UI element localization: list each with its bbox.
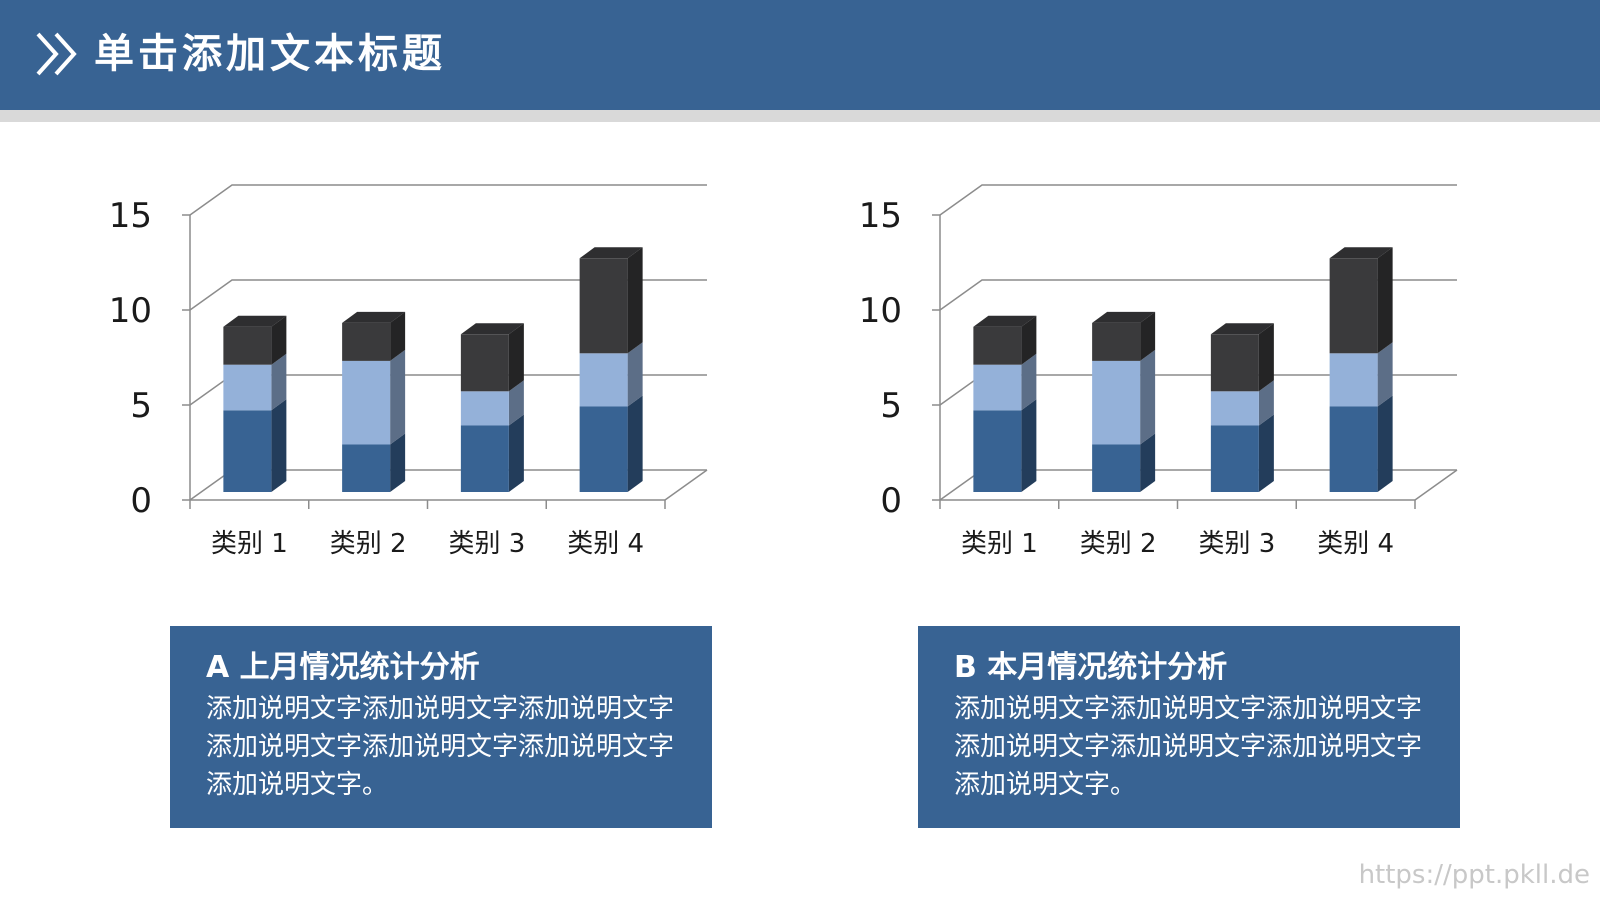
gridline bbox=[189, 184, 707, 216]
gridline bbox=[939, 279, 1457, 311]
bar-segment-4-1 bbox=[579, 406, 628, 492]
bar-side-3-3 bbox=[508, 323, 524, 392]
bar-segment-3-3 bbox=[460, 334, 509, 392]
bar-segment-4-2 bbox=[579, 353, 628, 407]
bar-top-2 bbox=[342, 311, 406, 323]
gridline bbox=[189, 279, 707, 311]
floor-edge bbox=[1414, 469, 1458, 501]
bar-top-4 bbox=[579, 247, 643, 259]
analysis-box-a-title: A 上月情况统计分析 bbox=[206, 650, 480, 685]
bar-side-2-3 bbox=[1140, 311, 1156, 361]
bar-segment-1-1 bbox=[973, 410, 1022, 492]
bar-top-3 bbox=[460, 323, 524, 335]
bar-segment-2-3 bbox=[1092, 322, 1141, 361]
y-tick-label: 15 bbox=[859, 196, 902, 236]
bar-segment-2-3 bbox=[342, 322, 391, 361]
y-tick-label: 5 bbox=[130, 386, 152, 426]
bar-side-4-3 bbox=[627, 247, 643, 354]
floor-edge bbox=[664, 469, 708, 501]
analysis-box-b: B 本月情况统计分析 添加说明文字添加说明文字添加说明文字添加说明文字添加说明文… bbox=[918, 626, 1460, 828]
bar-side-1-3 bbox=[1021, 315, 1037, 365]
bar-side-3-2 bbox=[508, 380, 524, 426]
y-tick-label: 10 bbox=[859, 291, 902, 331]
bar-segment-3-1 bbox=[460, 425, 509, 492]
bar-side-2-1 bbox=[390, 433, 406, 492]
bar-side-4-1 bbox=[1377, 395, 1393, 492]
bar-segment-3-2 bbox=[460, 391, 509, 426]
bar-top-2 bbox=[1092, 311, 1156, 323]
bar-segment-4-2 bbox=[1329, 353, 1378, 407]
x-tick-label: 类别 2 bbox=[330, 529, 407, 559]
chart-a: 0 5 10 15 类别 1 类别 2 类别 3 类别 4 bbox=[109, 184, 708, 559]
bar-segment-2-1 bbox=[1092, 444, 1141, 492]
bar-side-3-1 bbox=[1258, 414, 1274, 492]
bar-top-4 bbox=[1329, 247, 1393, 259]
analysis-box-a: A 上月情况统计分析 添加说明文字添加说明文字添加说明文字添加说明文字添加说明文… bbox=[170, 626, 712, 828]
bar-segment-3-2 bbox=[1210, 391, 1259, 426]
y-tick-label: 10 bbox=[109, 291, 152, 331]
bar-top-1 bbox=[973, 315, 1037, 327]
watermark: https://ppt.pkll.de bbox=[1358, 860, 1590, 890]
header-bar bbox=[0, 0, 1600, 110]
bar-segment-4-3 bbox=[1329, 258, 1378, 354]
bar-segment-1-1 bbox=[223, 410, 272, 492]
bar-segment-4-3 bbox=[579, 258, 628, 354]
x-tick-label: 类别 1 bbox=[211, 529, 288, 559]
chart-b: 0 5 10 15 类别 1 类别 2 类别 3 类别 4 bbox=[859, 184, 1458, 559]
bar-side-3-2 bbox=[1258, 380, 1274, 426]
bar-side-2-2 bbox=[1140, 349, 1156, 445]
bar-side-2-3 bbox=[390, 311, 406, 361]
analysis-box-b-text: 添加说明文字添加说明文字添加说明文字添加说明文字添加说明文字添加说明文字添加说明… bbox=[954, 694, 1423, 800]
bar-side-4-2 bbox=[627, 342, 643, 407]
gridline bbox=[939, 184, 1457, 216]
bar-side-3-1 bbox=[508, 414, 524, 492]
bar-top-3 bbox=[1210, 323, 1274, 335]
bar-segment-2-1 bbox=[342, 444, 391, 492]
y-tick-label: 0 bbox=[880, 481, 902, 521]
x-tick-label: 类别 4 bbox=[1317, 529, 1394, 559]
y-tick-label: 15 bbox=[109, 196, 152, 236]
y-tick-label: 0 bbox=[130, 481, 152, 521]
analysis-box-a-text: 添加说明文字添加说明文字添加说明文字添加说明文字添加说明文字添加说明文字添加说明… bbox=[206, 694, 675, 800]
bar-side-4-1 bbox=[627, 395, 643, 492]
bar-segment-4-1 bbox=[1329, 406, 1378, 492]
bar-segment-1-3 bbox=[223, 326, 272, 365]
analysis-box-b-title: B 本月情况统计分析 bbox=[954, 650, 1228, 685]
bar-side-1-1 bbox=[271, 399, 287, 492]
bar-side-4-3 bbox=[1377, 247, 1393, 354]
bar-side-2-2 bbox=[390, 349, 406, 445]
bar-segment-3-3 bbox=[1210, 334, 1259, 392]
bar-side-1-2 bbox=[271, 353, 287, 411]
bar-side-3-3 bbox=[1258, 323, 1274, 392]
bar-segment-2-2 bbox=[342, 360, 391, 445]
x-tick-label: 类别 1 bbox=[961, 529, 1038, 559]
bar-top-1 bbox=[223, 315, 287, 327]
x-tick-label: 类别 3 bbox=[448, 529, 525, 559]
bar-segment-1-2 bbox=[223, 364, 272, 411]
bar-side-4-2 bbox=[1377, 342, 1393, 407]
bar-side-1-3 bbox=[271, 315, 287, 365]
y-tick-label: 5 bbox=[880, 386, 902, 426]
bar-segment-3-1 bbox=[1210, 425, 1259, 492]
bar-segment-1-2 bbox=[973, 364, 1022, 411]
x-tick-label: 类别 3 bbox=[1198, 529, 1275, 559]
x-tick-label: 类别 4 bbox=[567, 529, 644, 559]
bar-side-1-1 bbox=[1021, 399, 1037, 492]
double-chevron-right-icon bbox=[36, 32, 77, 76]
bar-segment-1-3 bbox=[973, 326, 1022, 365]
header-divider bbox=[0, 110, 1600, 122]
x-tick-label: 类别 2 bbox=[1080, 529, 1157, 559]
bar-segment-2-2 bbox=[1092, 360, 1141, 445]
bar-side-1-2 bbox=[1021, 353, 1037, 411]
bar-side-2-1 bbox=[1140, 433, 1156, 492]
page-title: 单击添加文本标题 bbox=[94, 31, 446, 77]
